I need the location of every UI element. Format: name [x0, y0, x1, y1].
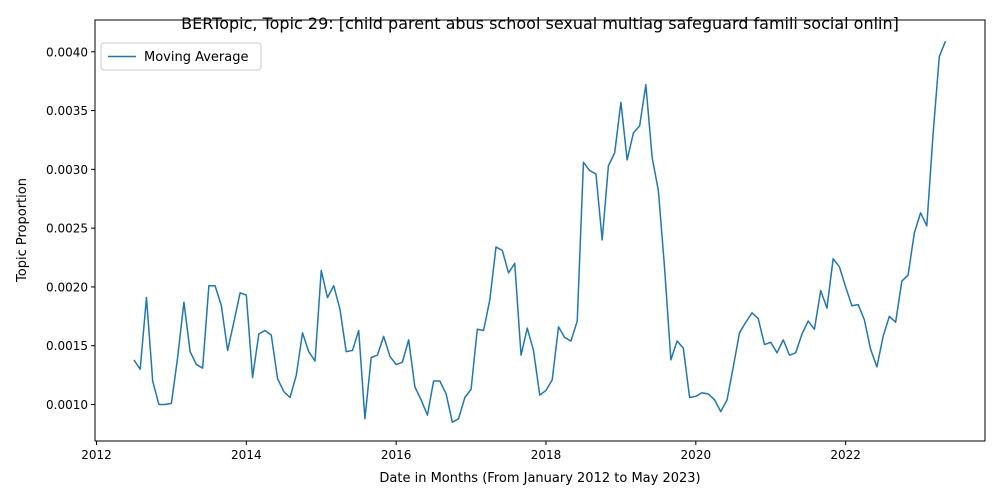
x-tick-label: 2022: [830, 448, 861, 462]
x-tick-label: 2016: [381, 448, 412, 462]
y-tick-label: 0.0025: [46, 222, 88, 236]
y-tick-label: 0.0030: [46, 163, 88, 177]
chart-title: BERTopic, Topic 29: [child parent abus s…: [181, 14, 899, 33]
y-tick-label: 0.0015: [46, 339, 88, 353]
legend: Moving Average: [100, 42, 262, 71]
y-tick-label: 0.0040: [46, 45, 88, 59]
y-tick-label: 0.0010: [46, 398, 88, 412]
y-axis-ticks: 0.0010 0.0015 0.0020 0.0025 0.0030 0.0035 0.00…: [46, 45, 95, 412]
x-tick-label: 2018: [531, 448, 562, 462]
x-tick-label: 2014: [231, 448, 262, 462]
x-tick-label: 2020: [681, 448, 712, 462]
x-axis-ticks: 2012 2014 2016 2018 2020 2022: [81, 441, 861, 462]
x-axis-label: Date in Months (From January 2012 to May…: [379, 471, 700, 486]
y-tick-label: 0.0020: [46, 280, 88, 294]
y-tick-label: 0.0035: [46, 104, 88, 118]
moving-average-line: [133, 40, 947, 423]
legend-box: [100, 42, 262, 71]
x-tick-label: 2012: [81, 448, 112, 462]
plot-area-frame: [94, 19, 986, 442]
y-axis-label: Topic Proportion: [15, 178, 30, 283]
legend-label: Moving Average: [144, 50, 248, 65]
